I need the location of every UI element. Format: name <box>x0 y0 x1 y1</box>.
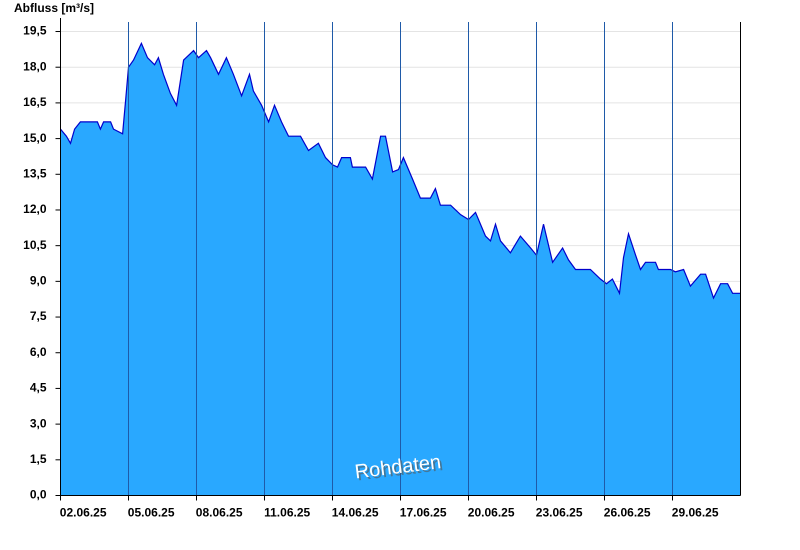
x-tick-label: 20.06.25 <box>468 506 515 520</box>
y-tick-label: 0,0 <box>30 488 47 502</box>
area-line <box>60 41 741 300</box>
axis-title: Abfluss [m³/s] <box>14 1 94 15</box>
y-tick-label: 12,0 <box>23 202 47 216</box>
y-tick-label: 10,5 <box>23 238 47 252</box>
x-tick-label: 05.06.25 <box>128 506 175 520</box>
x-tick-label: 23.06.25 <box>536 506 583 520</box>
y-tick-label: 4,5 <box>30 381 47 395</box>
x-tick-label: 14.06.25 <box>332 506 379 520</box>
x-tick-label: 11.06.25 <box>264 506 310 520</box>
x-tick-label: 26.06.25 <box>604 506 651 520</box>
y-tick-label: 16,5 <box>23 95 47 109</box>
y-tick-label: 9,0 <box>30 274 47 288</box>
y-tick-label: 3,0 <box>30 416 47 430</box>
y-tick-label: 1,5 <box>30 452 47 466</box>
y-tick-label: 15,0 <box>23 131 47 145</box>
y-tick-label: 7,5 <box>30 309 47 323</box>
y-tick-label: 6,0 <box>30 345 47 359</box>
y-tick-label: 19,5 <box>23 24 47 38</box>
x-tick-label: 17.06.25 <box>400 506 447 520</box>
y-tick-label: 13,5 <box>23 166 47 180</box>
x-tick-label: 08.06.25 <box>196 506 243 520</box>
x-tick-label: 29.06.25 <box>672 506 719 520</box>
x-tick-label: 02.06.25 <box>60 506 107 520</box>
y-tick-label: 18,0 <box>23 59 47 73</box>
